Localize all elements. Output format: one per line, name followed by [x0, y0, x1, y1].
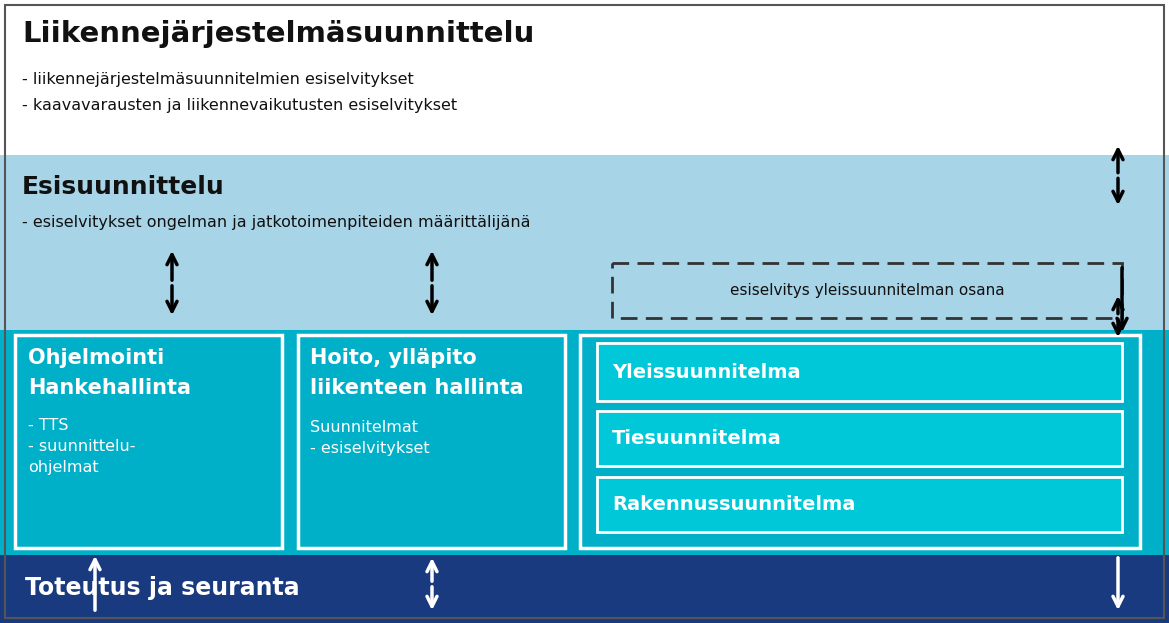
Text: Hankehallinta: Hankehallinta	[28, 378, 191, 398]
Text: - TTS
- suunnittelu-
ohjelmat: - TTS - suunnittelu- ohjelmat	[28, 418, 136, 475]
Bar	[0, 555, 1169, 623]
Bar	[298, 335, 565, 548]
Bar	[613, 263, 1122, 318]
Text: Liikennejärjestelmäsuunnittelu: Liikennejärjestelmäsuunnittelu	[22, 20, 534, 48]
Bar	[580, 335, 1140, 548]
Text: Ohjelmointi: Ohjelmointi	[28, 348, 165, 368]
Bar	[597, 343, 1122, 401]
Bar	[0, 0, 1169, 155]
Bar	[15, 335, 282, 548]
Text: Yleissuunnitelma: Yleissuunnitelma	[613, 363, 801, 381]
Text: - liikennejärjestelmäsuunnitelmien esiselvitykset: - liikennejärjestelmäsuunnitelmien esise…	[22, 72, 414, 87]
Text: - esiselvitykset ongelman ja jatkotoimenpiteiden määrittälijänä: - esiselvitykset ongelman ja jatkotoimen…	[22, 215, 531, 230]
Text: Hoito, ylläpito: Hoito, ylläpito	[310, 348, 477, 368]
Text: liikenteen hallinta: liikenteen hallinta	[310, 378, 524, 398]
Text: Esisuunnittelu: Esisuunnittelu	[22, 175, 224, 199]
Bar	[0, 155, 1169, 450]
Text: Toteutus ja seuranta: Toteutus ja seuranta	[25, 576, 299, 600]
Text: Suunnitelmat
- esiselvitykset: Suunnitelmat - esiselvitykset	[310, 420, 430, 456]
Bar	[597, 411, 1122, 466]
Text: esiselvitys yleissuunnitelman osana: esiselvitys yleissuunnitelman osana	[729, 282, 1004, 298]
Text: Rakennussuunnitelma: Rakennussuunnitelma	[613, 495, 856, 513]
Bar	[597, 477, 1122, 532]
Bar	[0, 330, 1169, 555]
Text: - kaavavarausten ja liikennevaikutusten esiselvitykset: - kaavavarausten ja liikennevaikutusten …	[22, 98, 457, 113]
Text: Tiesuunnitelma: Tiesuunnitelma	[613, 429, 782, 447]
